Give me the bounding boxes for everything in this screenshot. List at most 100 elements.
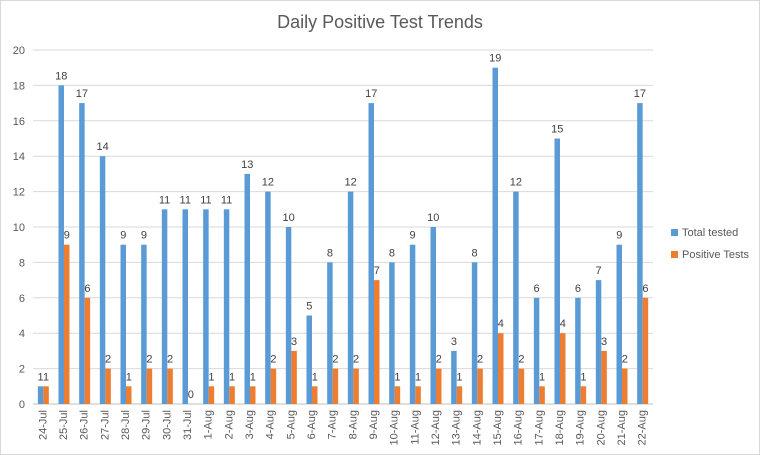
bar-positive-tests (436, 368, 442, 404)
legend-swatch-total-tested (671, 229, 678, 236)
x-tick-label: 26-Jul (79, 410, 91, 440)
y-tick-label: 0 (19, 399, 25, 411)
bar-total-tested (244, 173, 250, 404)
bar-positive-tests (332, 368, 339, 404)
x-tick-label: 24-Jul (37, 410, 49, 440)
bar-positive-tests (580, 386, 587, 404)
data-label-positive-tests: 4 (498, 318, 504, 330)
data-label-positive-tests: 2 (622, 354, 628, 366)
data-label-positive-tests: 4 (560, 318, 566, 330)
x-tick-label: 7-Aug (327, 410, 339, 439)
bar-positive-tests (560, 333, 566, 404)
y-tick-label: 8 (19, 257, 25, 269)
bar-positive-tests (456, 386, 463, 404)
bar-positive-tests (374, 280, 380, 404)
y-tick-label: 4 (19, 328, 25, 340)
data-label-total-tested: 3 (451, 336, 457, 348)
data-label-total-tested: 19 (489, 53, 501, 65)
y-tick-label: 18 (13, 80, 25, 92)
x-tick-label: 5-Aug (285, 410, 297, 439)
x-tick-label: 15-Aug (492, 410, 504, 445)
data-label-positive-tests: 6 (84, 283, 90, 295)
bar-positive-tests (518, 368, 525, 404)
bar-total-tested (347, 191, 354, 404)
data-label-total-tested: 18 (55, 70, 67, 82)
x-axis-ticks: 24-Jul 25-Jul 26-Jul 27-Jul 28-Jul 29-Jul 30-J… (37, 410, 648, 445)
x-tick-label: 12-Aug (430, 410, 442, 445)
data-label-total-tested: 17 (76, 88, 88, 100)
data-label-total-tested: 6 (534, 283, 540, 295)
bar-total-tested (554, 138, 560, 404)
data-label-positive-tests: 1 (250, 371, 256, 383)
x-tick-label: 20-Aug (595, 410, 607, 445)
data-label-total-tested: 8 (472, 247, 478, 259)
bar-positive-tests (105, 368, 111, 404)
data-label-positive-tests: 6 (642, 283, 648, 295)
legend-label-positive-tests: Positive Tests (682, 249, 750, 261)
data-label-total-tested: 7 (596, 265, 602, 277)
x-tick-label: 8-Aug (347, 410, 359, 439)
bar-positive-tests (642, 297, 649, 404)
x-tick-label: 9-Aug (368, 410, 380, 439)
x-tick-label: 14-Aug (471, 410, 483, 445)
bar-positive-tests (43, 386, 49, 404)
chart-title: Daily Positive Test Trends (277, 12, 483, 32)
bar-total-tested (389, 262, 395, 404)
data-label-total-tested: 11 (221, 194, 232, 206)
data-label-positive-tests: 2 (353, 354, 359, 366)
data-label-positive-tests: 2 (105, 354, 111, 366)
bar-total-tested (120, 244, 126, 404)
bar-positive-tests (477, 368, 483, 404)
data-label-total-tested: 11 (180, 194, 191, 206)
bar-total-tested (306, 315, 312, 404)
bar-positive-tests (539, 386, 545, 404)
bar-total-tested (223, 209, 230, 404)
bar-total-tested (368, 103, 374, 404)
data-label-total-tested: 10 (282, 212, 294, 224)
data-label-positive-tests: 1 (208, 371, 214, 383)
data-labels: 1 118917614291921121101111111311221035182… (38, 53, 649, 401)
data-label-total-tested: 14 (96, 141, 108, 153)
data-label-positive-tests: 1 (43, 371, 49, 383)
data-label-positive-tests: 1 (312, 371, 318, 383)
gridlines (33, 49, 653, 405)
bar-positive-tests (498, 333, 504, 404)
bar-positive-tests (394, 386, 401, 404)
x-tick-label: 27-Jul (99, 410, 111, 440)
bar-total-tested (595, 280, 602, 404)
bar-total-tested (265, 191, 271, 404)
x-tick-label: 10-Aug (389, 410, 401, 445)
bar-total-tested (492, 67, 498, 404)
bar-positive-tests (64, 244, 70, 404)
x-tick-label: 30-Jul (161, 410, 173, 440)
data-label-positive-tests: 1 (229, 371, 235, 383)
y-tick-label: 10 (13, 222, 25, 234)
x-tick-label: 31-Jul (182, 410, 194, 440)
data-label-positive-tests: 0 (188, 389, 194, 401)
bar-total-tested (533, 297, 540, 404)
data-label-total-tested: 12 (344, 177, 356, 189)
data-label-total-tested: 12 (510, 177, 522, 189)
bar-total-tested (203, 209, 209, 404)
bar-total-tested (616, 244, 622, 404)
data-label-total-tested: 11 (159, 194, 170, 206)
bar-total-tested (182, 209, 188, 404)
data-label-positive-tests: 1 (126, 371, 132, 383)
data-label-positive-tests: 3 (601, 336, 607, 348)
bar-total-tested (575, 297, 581, 404)
y-tick-label: 16 (13, 116, 25, 128)
data-label-positive-tests: 2 (518, 354, 524, 366)
data-label-total-tested: 11 (200, 194, 211, 206)
data-label-positive-tests: 1 (415, 371, 421, 383)
bar-positive-tests (601, 350, 607, 404)
bar-positive-tests (146, 368, 153, 404)
data-label-total-tested: 9 (616, 230, 622, 242)
bar-total-tested (327, 262, 333, 404)
bar-total-tested (79, 103, 85, 404)
data-label-total-tested: 17 (365, 88, 377, 100)
data-label-positive-tests: 2 (477, 354, 483, 366)
x-tick-label: 22-Aug (637, 410, 649, 445)
data-label-total-tested: 9 (410, 230, 416, 242)
x-tick-label: 11-Aug (409, 410, 421, 445)
bar-total-tested (430, 227, 436, 404)
